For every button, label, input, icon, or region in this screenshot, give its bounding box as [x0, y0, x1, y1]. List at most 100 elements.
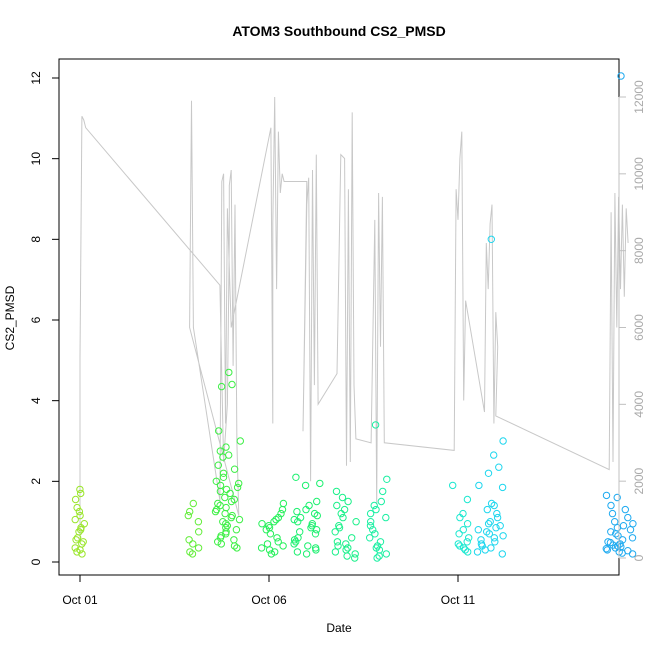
right-axis-tick-label: 4000 [632, 391, 646, 418]
data-point [499, 532, 507, 540]
data-point [212, 477, 221, 485]
data-point [334, 542, 342, 550]
data-point [344, 544, 352, 552]
data-point [76, 511, 84, 520]
data-point [382, 513, 390, 522]
data-points-layer [71, 72, 637, 562]
data-point [267, 550, 276, 558]
data-point [455, 530, 463, 538]
data-point [342, 546, 350, 554]
data-point [78, 550, 86, 558]
left-axis-tick-label: 2 [29, 478, 43, 485]
data-point [227, 497, 236, 506]
data-point [273, 534, 281, 542]
data-point [331, 528, 339, 536]
data-point [188, 550, 197, 558]
data-point [496, 522, 504, 530]
data-point [338, 493, 347, 502]
data-point [219, 473, 228, 481]
left-axis-tick-label: 10 [29, 152, 43, 166]
data-point [222, 520, 230, 528]
data-point [619, 522, 628, 530]
data-point [293, 548, 302, 556]
data-point [221, 509, 229, 518]
data-point [603, 546, 611, 554]
data-point [228, 380, 236, 389]
data-point [454, 540, 462, 548]
data-point [225, 368, 233, 377]
data-point [230, 465, 239, 473]
data-point [337, 509, 345, 518]
data-point [343, 552, 351, 560]
x-axis-tick-label: Oct 01 [62, 593, 98, 607]
data-point [371, 530, 379, 538]
data-point [366, 522, 375, 530]
data-point [290, 540, 298, 548]
data-point [351, 550, 359, 558]
data-point [486, 518, 494, 526]
data-point [277, 509, 285, 518]
data-point [211, 507, 220, 516]
data-point [233, 544, 241, 552]
data-point [266, 530, 275, 538]
data-point [375, 552, 383, 560]
data-point [624, 513, 632, 522]
data-point [370, 501, 378, 510]
data-point [227, 513, 236, 522]
left-axis-tick-label: 0 [29, 558, 43, 565]
data-point [236, 437, 245, 445]
data-point [333, 501, 341, 510]
data-point [331, 548, 340, 556]
data-point [621, 505, 629, 514]
right-axis-tick-label: 2000 [632, 467, 646, 494]
data-point [335, 524, 344, 532]
left-y-axis: 0 2 4 6 8 10 12 [29, 71, 60, 565]
data-point [215, 427, 223, 435]
data-point [628, 550, 637, 558]
data-point [340, 505, 349, 514]
data-point [73, 534, 82, 542]
data-point [75, 507, 84, 516]
data-point [184, 511, 193, 520]
data-point [607, 528, 615, 536]
data-point [216, 487, 225, 496]
data-point [487, 235, 495, 244]
data-point [613, 524, 622, 532]
data-point [230, 542, 239, 550]
data-point [607, 501, 615, 510]
data-point [490, 534, 498, 542]
data-point [498, 483, 507, 492]
data-point [71, 544, 79, 552]
data-point [222, 485, 231, 494]
right-axis-tick-label: 8000 [632, 237, 646, 264]
data-point [366, 534, 374, 542]
x-axis-label: Date [326, 621, 352, 635]
data-point [186, 507, 194, 516]
data-point [217, 540, 226, 548]
data-point [195, 528, 203, 536]
data-point [483, 505, 491, 514]
x-axis-tick-label: Oct 11 [441, 593, 476, 607]
data-point [463, 495, 472, 504]
data-point [72, 536, 80, 544]
data-point [613, 493, 621, 502]
data-point [475, 481, 483, 490]
data-point [79, 538, 87, 546]
data-point [302, 505, 310, 514]
data-point [456, 542, 464, 550]
data-point [617, 72, 625, 80]
data-point [265, 546, 274, 554]
data-point [449, 481, 457, 490]
data-point [235, 515, 244, 524]
data-point [352, 518, 360, 526]
data-point [189, 499, 198, 508]
data-point [493, 513, 502, 522]
data-point [383, 475, 391, 483]
right-axis-tick-label: 0 [632, 554, 646, 561]
data-point [499, 437, 507, 445]
data-point [278, 505, 287, 514]
data-point [602, 545, 610, 553]
data-point [219, 469, 228, 477]
data-point [71, 515, 79, 524]
